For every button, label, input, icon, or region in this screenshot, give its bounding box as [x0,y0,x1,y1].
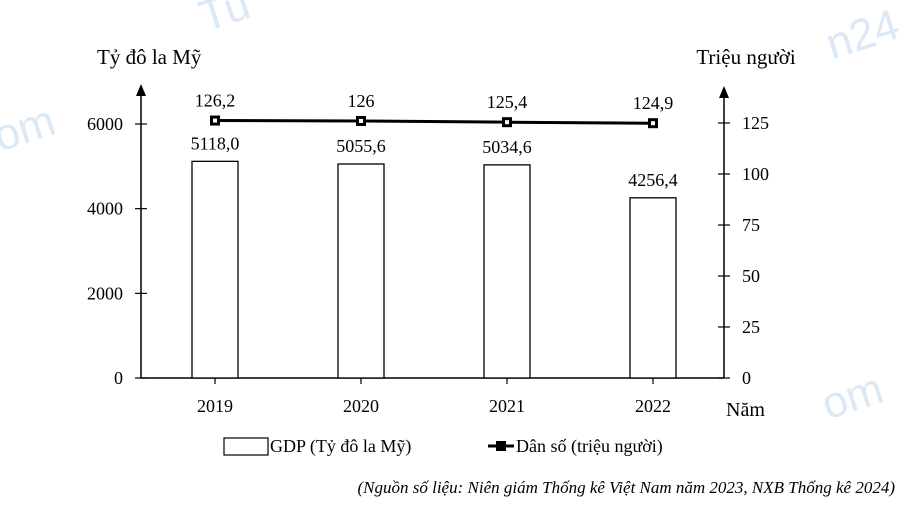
population-marker-center [505,120,509,125]
legend-population-marker [496,441,506,451]
right-axis-title: Triệu người [696,45,795,69]
population-label: 124,9 [633,93,674,113]
legend-population-label: Dân số (triệu người) [516,436,663,457]
legend-gdp-label: GDP (Tỷ đô la Mỹ) [270,436,411,457]
legend: GDP (Tỷ đô la Mỹ) Dân số (triệu người) [223,436,663,457]
population-label: 126,2 [195,91,236,111]
right-tick-label: 75 [742,215,760,235]
source-note: (Nguồn số liệu: Niên giám Thống kê Việt … [357,478,896,497]
population-marker-center [651,121,655,126]
left-tick-label: 4000 [87,199,123,219]
population-label: 126 [348,91,375,111]
right-tick-label: 125 [742,113,769,133]
x-tick-label: 2020 [343,396,379,416]
x-axis-title: Năm [726,399,765,421]
right-tick-label: 25 [742,317,760,337]
gdp-bar [629,197,677,379]
x-tick-label: 2021 [489,396,525,416]
left-tick-label: 6000 [87,114,123,134]
gdp-bar-label: 4256,4 [628,170,678,190]
population-line-path [214,119,654,125]
population-label: 125,4 [487,92,528,112]
right-axis-arrow [719,86,729,98]
population-marker-center [213,118,217,123]
gdp-bar-label: 5055,6 [336,136,386,156]
left-axis-title: Tỷ đô la Mỹ [97,45,202,69]
legend-gdp-swatch [223,437,269,456]
right-tick-label: 100 [742,164,769,184]
left-tick-label: 0 [114,368,123,388]
axes: Tỷ đô la Mỹ 0 2000 4000 6000 Triệu người 0 25 50… [87,45,796,421]
population-line: 126,2 126 125,4 124,9 [195,91,674,129]
gdp-bar-label: 5118,0 [191,133,240,153]
left-axis-arrow [136,84,146,96]
x-tick-label: 2019 [197,396,233,416]
gdp-bar [337,163,385,379]
right-tick-label: 0 [742,368,751,388]
gdp-bar [483,164,531,379]
bars: 5118,0 5055,6 5034,6 4256,4 [191,133,678,379]
right-tick-label: 50 [742,266,760,286]
left-tick-label: 2000 [87,283,123,303]
gdp-bar-label: 5034,6 [482,137,532,157]
x-tick-label: 2022 [635,396,671,416]
population-marker-center [359,118,363,123]
gdp-bar [191,160,239,379]
